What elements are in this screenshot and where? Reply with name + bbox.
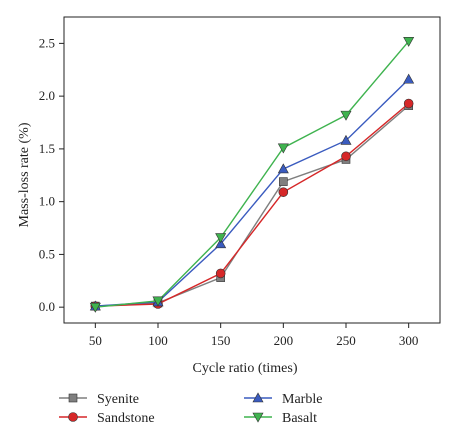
x-tick-label: 250 xyxy=(336,333,356,348)
series-line-sandstone xyxy=(95,102,410,307)
data-point-sandstone xyxy=(341,151,351,162)
data-point-basalt xyxy=(215,233,227,244)
legend-item-sandstone: Sandstone xyxy=(59,411,155,426)
legend-label-sandstone: Sandstone xyxy=(97,411,155,426)
data-point-marble xyxy=(340,134,352,145)
data-point-basalt xyxy=(277,143,289,154)
y-tick-label: 1.0 xyxy=(39,194,55,209)
data-point-marble xyxy=(215,238,227,249)
legend-marker-sandstone xyxy=(68,412,78,422)
data-point-syenite xyxy=(279,177,288,186)
data-point-marble xyxy=(403,73,415,84)
data-point-marble xyxy=(277,163,289,174)
data-point-sandstone xyxy=(215,268,226,279)
y-tick-label: 2.0 xyxy=(39,88,55,103)
y-tick-label: 0.5 xyxy=(39,246,55,261)
x-tick-label: 100 xyxy=(148,333,168,348)
x-tick-label: 200 xyxy=(274,333,294,348)
x-tick-label: 300 xyxy=(399,333,419,348)
y-tick-label: 2.5 xyxy=(39,35,55,50)
axes: 0.0 0.5 1.0 1.5 2.0 2.5 50 100 150 200 250 300 xyxy=(39,16,441,348)
data-point-basalt xyxy=(89,302,101,313)
legend: Syenite Sandstone Marble Basalt xyxy=(59,392,322,426)
legend-item-syenite: Syenite xyxy=(59,392,139,407)
y-tick-label: 1.5 xyxy=(39,141,55,156)
series-line-basalt xyxy=(95,40,410,308)
x-tick-label: 50 xyxy=(89,333,102,348)
series-layer xyxy=(89,36,415,313)
data-point-sandstone xyxy=(403,98,414,109)
data-point-sandstone xyxy=(278,187,289,197)
legend-label-syenite: Syenite xyxy=(97,392,139,407)
legend-label-marble: Marble xyxy=(282,392,322,407)
legend-marker-marble xyxy=(252,392,264,403)
legend-item-basalt: Basalt xyxy=(244,411,317,426)
legend-marker-syenite xyxy=(68,393,78,403)
data-point-basalt xyxy=(403,36,415,47)
legend-item-marble: Marble xyxy=(244,392,322,407)
y-tick-label: 0.0 xyxy=(39,299,55,314)
plot-frame xyxy=(63,16,441,324)
x-axis-title: Cycle ratio (times) xyxy=(193,361,298,376)
legend-marker-basalt xyxy=(252,412,264,423)
legend-label-basalt: Basalt xyxy=(282,411,317,426)
data-point-basalt xyxy=(340,110,352,121)
y-axis-title: Mass-loss rate (%) xyxy=(17,122,32,227)
data-point-basalt xyxy=(152,296,164,307)
series-basalt xyxy=(89,36,415,313)
series-line-syenite xyxy=(95,105,410,307)
x-tick-label: 150 xyxy=(211,333,231,348)
series-sandstone xyxy=(90,98,414,311)
